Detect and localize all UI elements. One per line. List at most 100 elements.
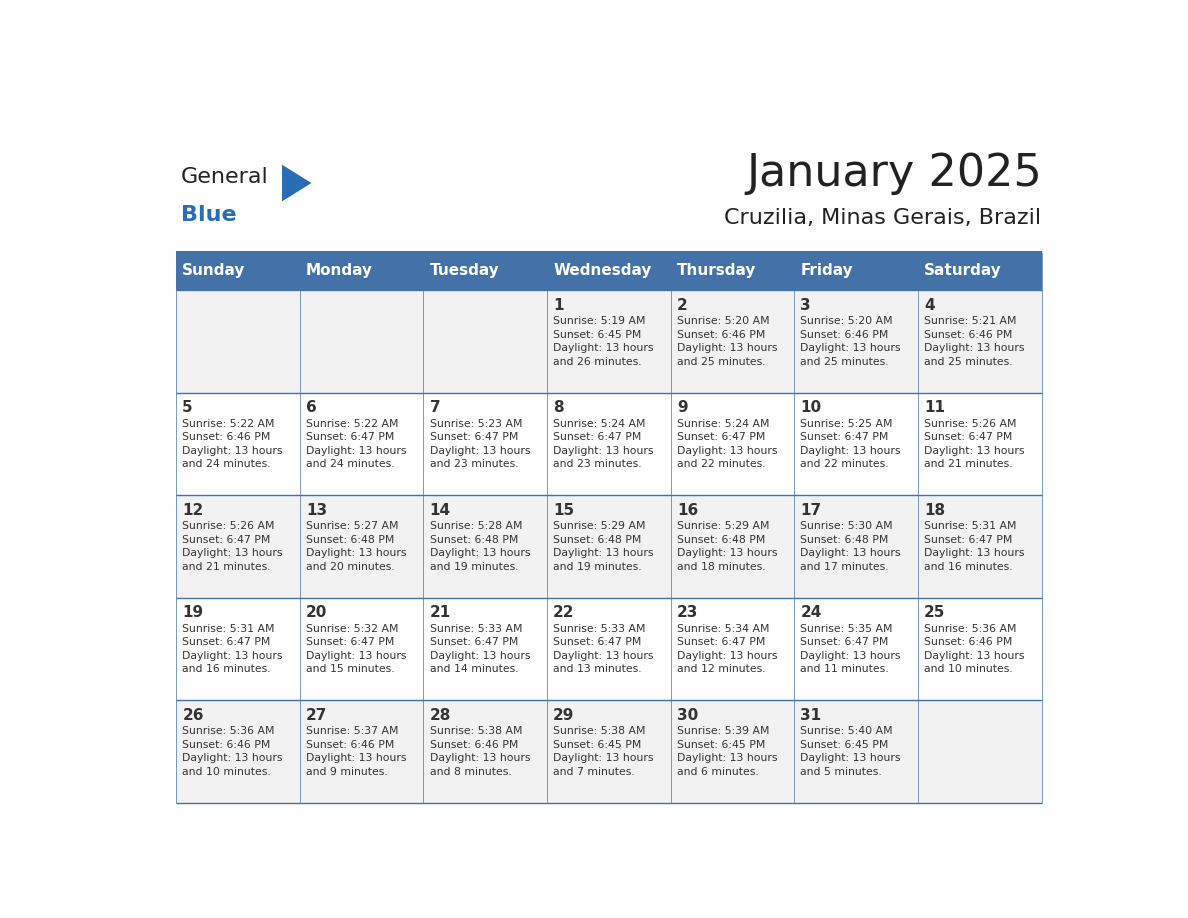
Bar: [795, 252, 918, 290]
Bar: [671, 393, 795, 496]
Bar: [176, 290, 299, 393]
Bar: [546, 700, 671, 803]
Bar: [423, 496, 546, 598]
Text: 7: 7: [430, 400, 441, 415]
Text: January 2025: January 2025: [746, 151, 1042, 195]
Bar: [176, 252, 299, 290]
Bar: [546, 598, 671, 700]
Text: General: General: [181, 167, 268, 187]
Bar: [918, 700, 1042, 803]
Text: Sunrise: 5:19 AM
Sunset: 6:45 PM
Daylight: 13 hours
and 26 minutes.: Sunrise: 5:19 AM Sunset: 6:45 PM Dayligh…: [554, 316, 653, 367]
Text: Sunrise: 5:27 AM
Sunset: 6:48 PM
Daylight: 13 hours
and 20 minutes.: Sunrise: 5:27 AM Sunset: 6:48 PM Dayligh…: [307, 521, 406, 572]
Text: 29: 29: [554, 708, 575, 722]
Text: Sunrise: 5:29 AM
Sunset: 6:48 PM
Daylight: 13 hours
and 19 minutes.: Sunrise: 5:29 AM Sunset: 6:48 PM Dayligh…: [554, 521, 653, 572]
Bar: [671, 496, 795, 598]
Bar: [546, 393, 671, 496]
Text: Sunrise: 5:31 AM
Sunset: 6:47 PM
Daylight: 13 hours
and 16 minutes.: Sunrise: 5:31 AM Sunset: 6:47 PM Dayligh…: [182, 623, 283, 675]
Text: 27: 27: [307, 708, 328, 722]
Text: 12: 12: [182, 502, 203, 518]
Text: 26: 26: [182, 708, 204, 722]
Text: Sunrise: 5:20 AM
Sunset: 6:46 PM
Daylight: 13 hours
and 25 minutes.: Sunrise: 5:20 AM Sunset: 6:46 PM Dayligh…: [677, 316, 777, 367]
Text: Thursday: Thursday: [677, 263, 757, 278]
Text: Sunrise: 5:31 AM
Sunset: 6:47 PM
Daylight: 13 hours
and 16 minutes.: Sunrise: 5:31 AM Sunset: 6:47 PM Dayligh…: [924, 521, 1024, 572]
Bar: [795, 496, 918, 598]
Bar: [176, 598, 299, 700]
Text: 6: 6: [307, 400, 317, 415]
Text: 11: 11: [924, 400, 946, 415]
Text: Sunrise: 5:22 AM
Sunset: 6:47 PM
Daylight: 13 hours
and 24 minutes.: Sunrise: 5:22 AM Sunset: 6:47 PM Dayligh…: [307, 419, 406, 469]
Text: Monday: Monday: [307, 263, 373, 278]
Text: 8: 8: [554, 400, 564, 415]
Text: Sunrise: 5:30 AM
Sunset: 6:48 PM
Daylight: 13 hours
and 17 minutes.: Sunrise: 5:30 AM Sunset: 6:48 PM Dayligh…: [801, 521, 901, 572]
Bar: [423, 252, 546, 290]
Bar: [795, 393, 918, 496]
Bar: [918, 252, 1042, 290]
Text: Sunrise: 5:32 AM
Sunset: 6:47 PM
Daylight: 13 hours
and 15 minutes.: Sunrise: 5:32 AM Sunset: 6:47 PM Dayligh…: [307, 623, 406, 675]
Bar: [176, 496, 299, 598]
Text: 23: 23: [677, 605, 699, 620]
Text: 5: 5: [182, 400, 192, 415]
Text: Sunrise: 5:20 AM
Sunset: 6:46 PM
Daylight: 13 hours
and 25 minutes.: Sunrise: 5:20 AM Sunset: 6:46 PM Dayligh…: [801, 316, 901, 367]
Text: Tuesday: Tuesday: [430, 263, 499, 278]
Text: Sunrise: 5:38 AM
Sunset: 6:46 PM
Daylight: 13 hours
and 8 minutes.: Sunrise: 5:38 AM Sunset: 6:46 PM Dayligh…: [430, 726, 530, 777]
Text: 3: 3: [801, 297, 811, 313]
Bar: [671, 598, 795, 700]
Bar: [423, 700, 546, 803]
Text: Sunrise: 5:33 AM
Sunset: 6:47 PM
Daylight: 13 hours
and 14 minutes.: Sunrise: 5:33 AM Sunset: 6:47 PM Dayligh…: [430, 623, 530, 675]
Text: Sunrise: 5:24 AM
Sunset: 6:47 PM
Daylight: 13 hours
and 23 minutes.: Sunrise: 5:24 AM Sunset: 6:47 PM Dayligh…: [554, 419, 653, 469]
Text: 17: 17: [801, 502, 822, 518]
Text: Sunrise: 5:39 AM
Sunset: 6:45 PM
Daylight: 13 hours
and 6 minutes.: Sunrise: 5:39 AM Sunset: 6:45 PM Dayligh…: [677, 726, 777, 777]
Text: Sunrise: 5:34 AM
Sunset: 6:47 PM
Daylight: 13 hours
and 12 minutes.: Sunrise: 5:34 AM Sunset: 6:47 PM Dayligh…: [677, 623, 777, 675]
Text: 20: 20: [307, 605, 328, 620]
Bar: [299, 393, 423, 496]
Text: 10: 10: [801, 400, 822, 415]
Bar: [299, 496, 423, 598]
Text: 25: 25: [924, 605, 946, 620]
Text: 21: 21: [430, 605, 450, 620]
Text: Sunrise: 5:36 AM
Sunset: 6:46 PM
Daylight: 13 hours
and 10 minutes.: Sunrise: 5:36 AM Sunset: 6:46 PM Dayligh…: [182, 726, 283, 777]
Text: 15: 15: [554, 502, 574, 518]
Text: 22: 22: [554, 605, 575, 620]
Text: 4: 4: [924, 297, 935, 313]
Text: Sunrise: 5:22 AM
Sunset: 6:46 PM
Daylight: 13 hours
and 24 minutes.: Sunrise: 5:22 AM Sunset: 6:46 PM Dayligh…: [182, 419, 283, 469]
Text: Sunrise: 5:21 AM
Sunset: 6:46 PM
Daylight: 13 hours
and 25 minutes.: Sunrise: 5:21 AM Sunset: 6:46 PM Dayligh…: [924, 316, 1024, 367]
Bar: [423, 598, 546, 700]
Text: Sunrise: 5:26 AM
Sunset: 6:47 PM
Daylight: 13 hours
and 21 minutes.: Sunrise: 5:26 AM Sunset: 6:47 PM Dayligh…: [924, 419, 1024, 469]
Text: Sunday: Sunday: [182, 263, 246, 278]
Text: Sunrise: 5:33 AM
Sunset: 6:47 PM
Daylight: 13 hours
and 13 minutes.: Sunrise: 5:33 AM Sunset: 6:47 PM Dayligh…: [554, 623, 653, 675]
Bar: [299, 290, 423, 393]
Bar: [918, 496, 1042, 598]
Bar: [299, 252, 423, 290]
Text: 16: 16: [677, 502, 699, 518]
Text: Sunrise: 5:36 AM
Sunset: 6:46 PM
Daylight: 13 hours
and 10 minutes.: Sunrise: 5:36 AM Sunset: 6:46 PM Dayligh…: [924, 623, 1024, 675]
Text: Sunrise: 5:37 AM
Sunset: 6:46 PM
Daylight: 13 hours
and 9 minutes.: Sunrise: 5:37 AM Sunset: 6:46 PM Dayligh…: [307, 726, 406, 777]
Text: Sunrise: 5:23 AM
Sunset: 6:47 PM
Daylight: 13 hours
and 23 minutes.: Sunrise: 5:23 AM Sunset: 6:47 PM Dayligh…: [430, 419, 530, 469]
Text: Cruzilia, Minas Gerais, Brazil: Cruzilia, Minas Gerais, Brazil: [725, 207, 1042, 228]
Bar: [918, 598, 1042, 700]
Text: Sunrise: 5:40 AM
Sunset: 6:45 PM
Daylight: 13 hours
and 5 minutes.: Sunrise: 5:40 AM Sunset: 6:45 PM Dayligh…: [801, 726, 901, 777]
Text: 13: 13: [307, 502, 327, 518]
Text: Friday: Friday: [801, 263, 853, 278]
Bar: [176, 393, 299, 496]
Text: Sunrise: 5:29 AM
Sunset: 6:48 PM
Daylight: 13 hours
and 18 minutes.: Sunrise: 5:29 AM Sunset: 6:48 PM Dayligh…: [677, 521, 777, 572]
Text: Sunrise: 5:35 AM
Sunset: 6:47 PM
Daylight: 13 hours
and 11 minutes.: Sunrise: 5:35 AM Sunset: 6:47 PM Dayligh…: [801, 623, 901, 675]
Text: 28: 28: [430, 708, 451, 722]
Bar: [918, 290, 1042, 393]
Bar: [546, 252, 671, 290]
Text: Sunrise: 5:28 AM
Sunset: 6:48 PM
Daylight: 13 hours
and 19 minutes.: Sunrise: 5:28 AM Sunset: 6:48 PM Dayligh…: [430, 521, 530, 572]
Bar: [299, 700, 423, 803]
Text: 14: 14: [430, 502, 450, 518]
Bar: [795, 700, 918, 803]
Text: 9: 9: [677, 400, 688, 415]
Bar: [176, 700, 299, 803]
Bar: [546, 496, 671, 598]
Text: 31: 31: [801, 708, 822, 722]
Bar: [671, 290, 795, 393]
Text: Sunrise: 5:38 AM
Sunset: 6:45 PM
Daylight: 13 hours
and 7 minutes.: Sunrise: 5:38 AM Sunset: 6:45 PM Dayligh…: [554, 726, 653, 777]
Text: Sunrise: 5:26 AM
Sunset: 6:47 PM
Daylight: 13 hours
and 21 minutes.: Sunrise: 5:26 AM Sunset: 6:47 PM Dayligh…: [182, 521, 283, 572]
Text: Sunrise: 5:25 AM
Sunset: 6:47 PM
Daylight: 13 hours
and 22 minutes.: Sunrise: 5:25 AM Sunset: 6:47 PM Dayligh…: [801, 419, 901, 469]
Polygon shape: [282, 164, 311, 201]
Bar: [546, 290, 671, 393]
Bar: [671, 252, 795, 290]
Text: Saturday: Saturday: [924, 263, 1001, 278]
